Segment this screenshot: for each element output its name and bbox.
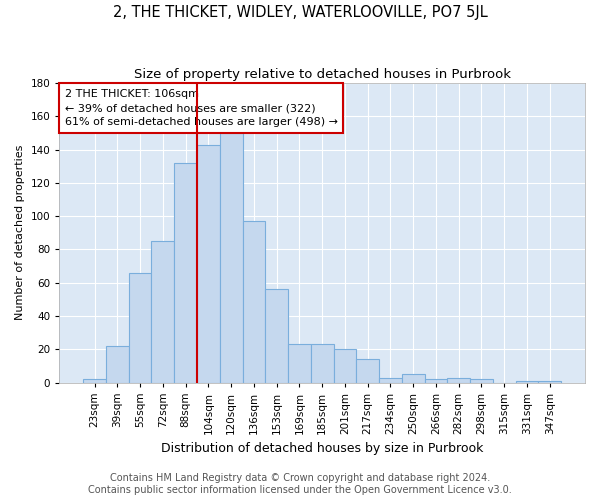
Text: Contains HM Land Registry data © Crown copyright and database right 2024.
Contai: Contains HM Land Registry data © Crown c…	[88, 474, 512, 495]
Bar	[379, 378, 402, 382]
Bar	[106, 346, 129, 383]
Bar	[288, 344, 311, 383]
Y-axis label: Number of detached properties: Number of detached properties	[15, 145, 25, 320]
Bar	[356, 359, 379, 382]
Bar	[174, 163, 197, 382]
Bar	[334, 349, 356, 382]
Bar	[448, 378, 470, 382]
Bar	[425, 379, 448, 382]
Bar	[220, 133, 242, 382]
Bar	[538, 381, 561, 382]
Bar	[515, 381, 538, 382]
Text: 2 THE THICKET: 106sqm
← 39% of detached houses are smaller (322)
61% of semi-det: 2 THE THICKET: 106sqm ← 39% of detached …	[65, 89, 338, 127]
X-axis label: Distribution of detached houses by size in Purbrook: Distribution of detached houses by size …	[161, 442, 484, 455]
Bar	[151, 241, 174, 382]
Bar	[265, 290, 288, 382]
Bar	[470, 379, 493, 382]
Bar	[197, 144, 220, 382]
Text: 2, THE THICKET, WIDLEY, WATERLOOVILLE, PO7 5JL: 2, THE THICKET, WIDLEY, WATERLOOVILLE, P…	[113, 5, 487, 20]
Bar	[129, 272, 151, 382]
Bar	[83, 379, 106, 382]
Bar	[402, 374, 425, 382]
Bar	[311, 344, 334, 383]
Bar	[242, 221, 265, 382]
Title: Size of property relative to detached houses in Purbrook: Size of property relative to detached ho…	[134, 68, 511, 80]
